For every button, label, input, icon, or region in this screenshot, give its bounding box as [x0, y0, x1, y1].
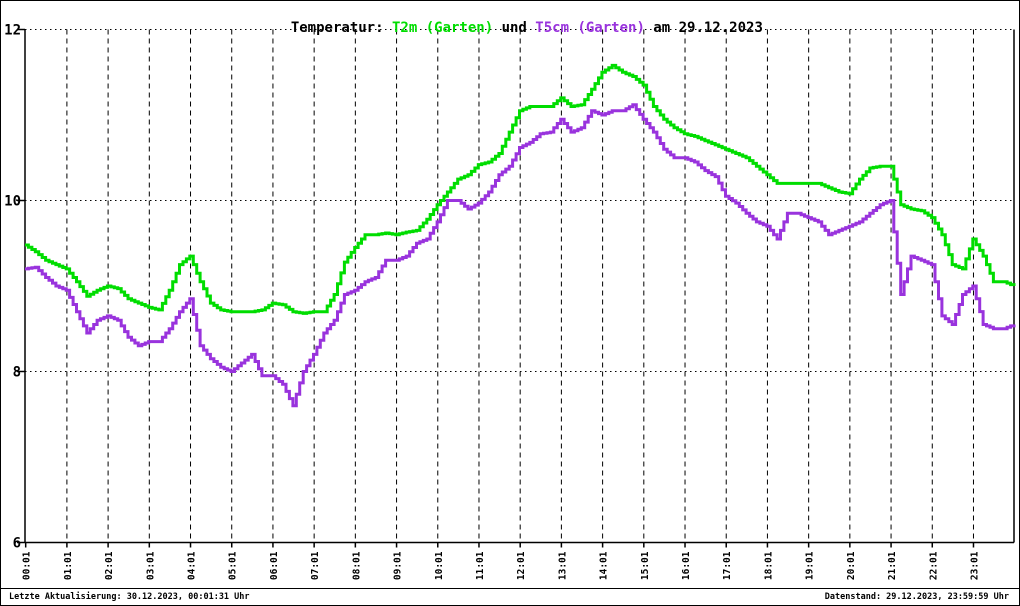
- footer-bar: Letzte Aktualisierung: 30.12.2023, 00:01…: [1, 588, 1019, 605]
- x-tick-label: 14:01: [599, 551, 610, 580]
- x-tick-label: 04:01: [187, 551, 198, 580]
- t2m-line: [25, 63, 1016, 315]
- x-tick-label: 13:01: [557, 551, 568, 580]
- x-tick-label: 19:01: [805, 551, 816, 580]
- x-tick-label: 11:01: [475, 551, 486, 580]
- title-series-t5cm: T5cm (Garten): [535, 20, 645, 36]
- title-series-t2m: T2m (Garten): [391, 20, 494, 36]
- x-tick-label: 20:01: [846, 551, 857, 580]
- x-tick-label: 02:01: [104, 551, 115, 580]
- y-tick-label: 6: [13, 536, 21, 552]
- y-tick-label: 8: [13, 365, 21, 381]
- x-tick-label: 18:01: [763, 551, 774, 580]
- title-suffix: am 29.12.2023: [644, 20, 763, 36]
- x-tick-label: 03:01: [145, 551, 156, 580]
- x-tick-label: 16:01: [681, 551, 692, 580]
- title-connector: und: [493, 20, 536, 36]
- axes: [17, 28, 1015, 548]
- x-tick-label: 01:01: [63, 551, 74, 580]
- x-tick-label: 17:01: [722, 551, 733, 580]
- data-status-text: Datenstand: 29.12.2023, 23:59:59 Uhr: [824, 592, 1009, 602]
- x-tick-label: 21:01: [887, 551, 898, 580]
- temperature-chart: 6 8 10 12 00:01 01:01 02:01 03:01 04:01 05:01 06:0…: [4, 23, 1016, 581]
- x-tick-label: 09:01: [393, 551, 404, 580]
- x-tick-label: 05:01: [228, 551, 239, 580]
- x-tick-label: 00:01: [22, 551, 33, 580]
- y-tick-label: 10: [4, 194, 21, 210]
- x-tick-label: 22:01: [928, 551, 939, 580]
- x-tick-label: 15:01: [640, 551, 651, 580]
- chart-title: Temperatur: T2m (Garten) und T5cm (Garte…: [1, 4, 1019, 52]
- x-tick-label: 07:01: [310, 551, 321, 580]
- title-prefix: Temperatur:: [290, 20, 392, 36]
- x-tick-label: 08:01: [351, 551, 362, 580]
- x-tick-label: 23:01: [969, 551, 980, 580]
- x-tick-label: 06:01: [269, 551, 280, 580]
- t5cm-line: [25, 103, 1016, 408]
- last-update-text: Letzte Aktualisierung: 30.12.2023, 00:01…: [9, 592, 250, 602]
- axis-labels: 6 8 10 12 00:01 01:01 02:01 03:01 04:01 05:01 06:0…: [4, 23, 980, 581]
- x-tick-label: 10:01: [434, 551, 445, 580]
- y-tick-label: 12: [4, 23, 21, 39]
- series-lines: [25, 63, 1016, 408]
- x-tick-label: 12:01: [516, 551, 527, 580]
